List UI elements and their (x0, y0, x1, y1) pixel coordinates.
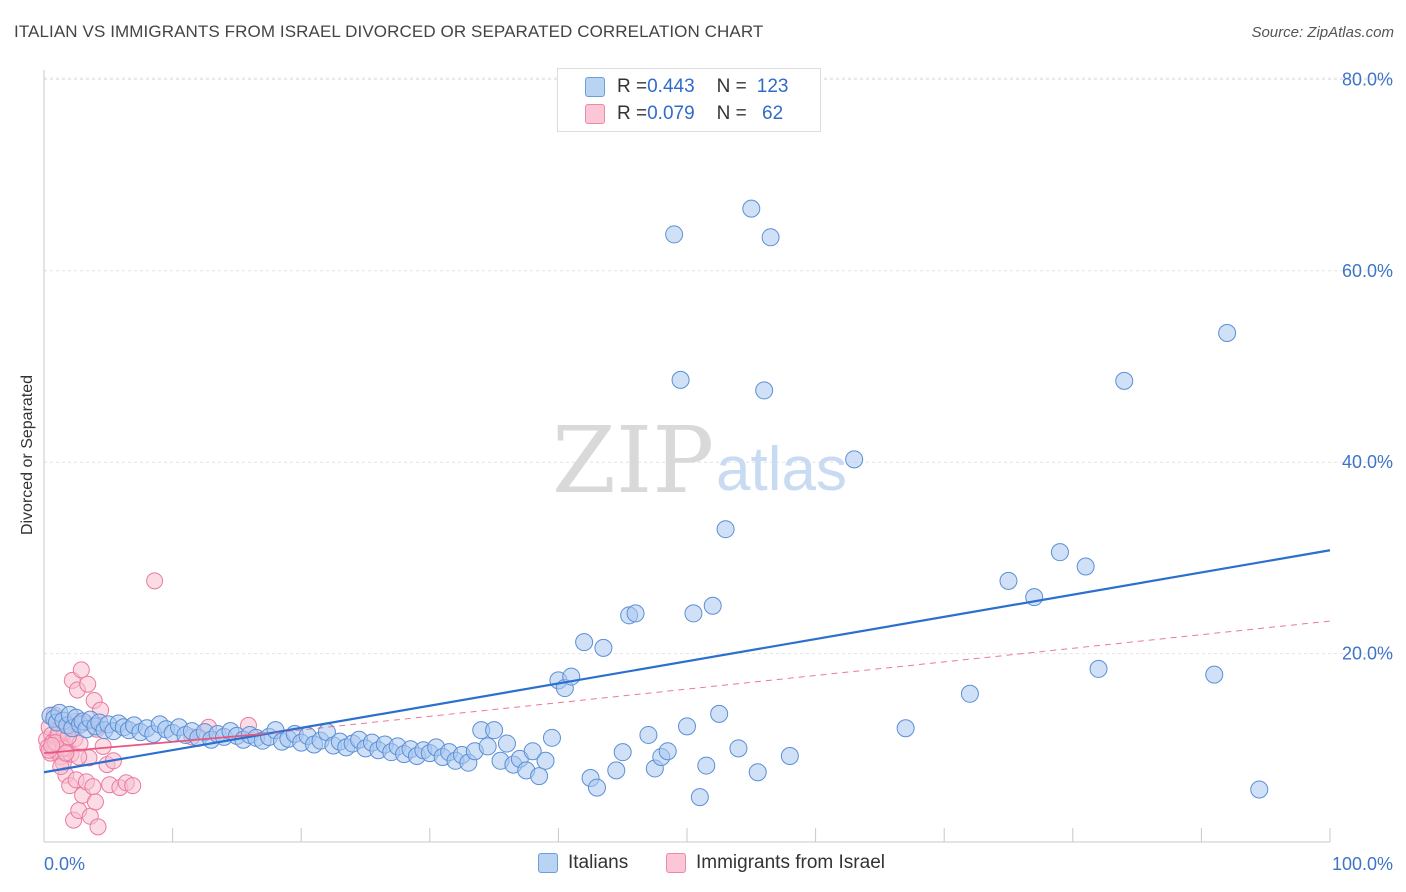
italian-point (780, 746, 799, 765)
italian-point (626, 604, 645, 623)
israel-point (72, 661, 90, 679)
italian-point (710, 704, 729, 723)
r-value: 0.443 (647, 76, 695, 97)
italian-point (1250, 780, 1269, 799)
italian-point (690, 788, 709, 807)
italian-point (755, 381, 774, 400)
italian-point (999, 571, 1018, 590)
legend-label-italians: Italians (568, 852, 629, 873)
italian-point (697, 756, 716, 775)
israel-point (86, 793, 104, 811)
italian-point (896, 719, 915, 738)
italian-point (485, 721, 504, 740)
italian-point (845, 450, 864, 469)
gridlines (44, 77, 1392, 655)
italian-point (1205, 665, 1224, 684)
israel-point (43, 736, 61, 754)
israel-point (124, 777, 142, 795)
italian-point (658, 742, 677, 761)
italian-point (575, 633, 594, 652)
israel-point (89, 818, 107, 836)
italian-point (639, 725, 658, 744)
italian-point (665, 225, 684, 244)
y-tick-label: 60.0% (1342, 261, 1393, 281)
tick-labels: 20.0% 40.0% 60.0% 80.0% 0.0% 100.0% (44, 69, 1393, 874)
italians-trend-line (43, 549, 1331, 774)
x-tick-label: 100.0% (1332, 854, 1393, 874)
italians-legend-swatch (538, 853, 558, 873)
italian-point (1076, 557, 1095, 576)
r-label: R = (617, 76, 648, 97)
legend-row-israel: R = 0.079 N = 62 (558, 101, 783, 127)
italian-point (607, 761, 626, 780)
chart-title: ITALIAN VS IMMIGRANTS FROM ISRAEL DIVORC… (14, 22, 764, 41)
legend-item-italians[interactable]: Italians (538, 852, 628, 874)
n-value: 123 (756, 76, 789, 97)
legend-row-italians: R = 0.443 N = 123 (558, 74, 788, 100)
x-tick-label: 0.0% (44, 854, 85, 874)
y-tick-label: 20.0% (1342, 644, 1393, 664)
correlation-legend: R = 0.443 N = 123 R = 0.079 N = 62 (557, 68, 821, 132)
series-legend: Italians Immigrants from Israel (0, 852, 1406, 878)
italian-point (587, 778, 606, 797)
y-tick-label: 80.0% (1342, 69, 1393, 89)
r-label: R = (617, 103, 648, 124)
israel-point (84, 778, 102, 796)
italian-point (1089, 659, 1108, 678)
israel-trend-extension (262, 620, 1331, 735)
italian-point (523, 742, 542, 761)
r-value: 0.079 (647, 103, 695, 124)
israel-trend-line (43, 733, 263, 755)
series-italians (41, 199, 1269, 807)
n-label: N = (716, 103, 747, 124)
watermark-atlas: atlas (716, 435, 847, 504)
n-label: N = (716, 76, 747, 97)
y-tick-label: 40.0% (1342, 452, 1393, 472)
israel-legend-swatch (666, 853, 686, 873)
italian-point (960, 684, 979, 703)
italian-point (536, 751, 555, 770)
trend-lines (43, 549, 1331, 774)
series-immigrants-from-israel (38, 572, 257, 836)
italian-point (1050, 543, 1069, 562)
italian-point (478, 737, 497, 756)
italian-point (729, 739, 748, 758)
legend-label-israel: Immigrants from Israel (696, 852, 885, 873)
italian-point (703, 596, 722, 615)
watermark-zip: ZIP (552, 407, 714, 514)
source-note: Source: ZipAtlas.com (1251, 24, 1394, 41)
italian-point (678, 717, 696, 736)
italian-point (542, 728, 561, 747)
italian-point (1218, 324, 1237, 343)
italian-point (1115, 371, 1134, 390)
israel-point (146, 572, 164, 590)
israel-point (57, 744, 75, 762)
italian-point (594, 638, 613, 657)
n-value: 62 (756, 103, 784, 124)
italian-point (684, 604, 703, 623)
italian-point (671, 370, 690, 389)
italian-point (613, 743, 632, 762)
italian-point (748, 763, 767, 782)
italian-point (761, 228, 780, 247)
israel-point (94, 737, 112, 755)
italians-swatch (585, 77, 605, 97)
legend-item-israel[interactable]: Immigrants from Israel (666, 852, 885, 874)
italian-point (742, 199, 761, 218)
italian-point (716, 520, 735, 539)
israel-point (79, 675, 97, 693)
italian-point (497, 734, 516, 753)
israel-swatch (585, 104, 605, 124)
italian-point (530, 767, 549, 786)
